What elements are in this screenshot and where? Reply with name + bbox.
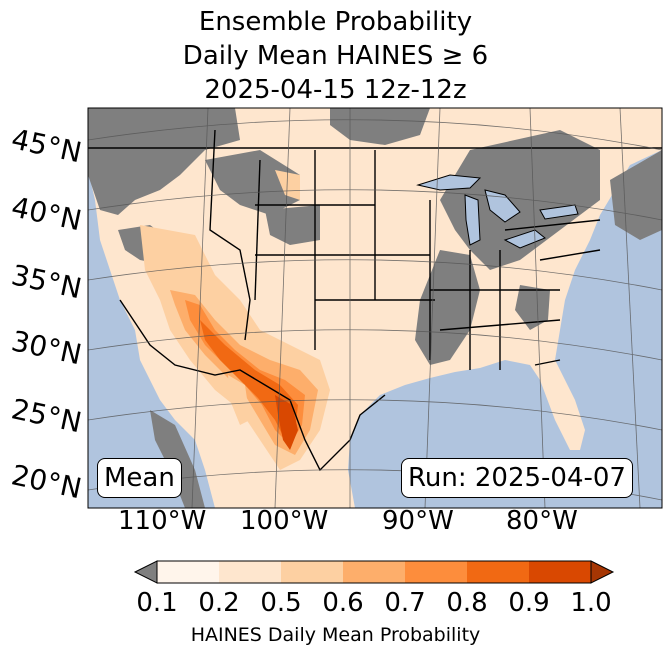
colorbar-bin-5 (405, 561, 467, 583)
colorbar-bin-7 (529, 561, 591, 583)
colorbar-bin-6 (467, 561, 529, 583)
colorbar-bin-1 (157, 561, 219, 583)
colorbar-bin-4 (343, 561, 405, 583)
stat-label-box: Mean (97, 458, 182, 498)
colorbar-over-arrow (590, 560, 615, 584)
lon-label-80w: 80°W (506, 506, 578, 536)
great-lakes (416, 174, 579, 249)
lon-label-90w: 90°W (382, 506, 454, 536)
colorbar-under-arrow (133, 560, 158, 584)
colorbar-tick-0.9: 0.9 (508, 588, 550, 618)
colorbar-bin-2 (219, 561, 281, 583)
colorbar-label: HAINES Daily Mean Probability (190, 624, 481, 646)
colorbar-tick-0.1: 0.1 (136, 588, 178, 618)
title-line-2: Daily Mean HAINES ≥ 6 (182, 41, 489, 71)
colorbar-tick-0.5: 0.5 (260, 588, 302, 618)
borders (88, 129, 662, 472)
colorbar-tick-0.7: 0.7 (384, 588, 426, 618)
colorbar-tick-0.2: 0.2 (198, 588, 240, 618)
graticule (88, 108, 662, 508)
title-line-1: Ensemble Probability (198, 7, 473, 37)
colorbar-tick-0.8: 0.8 (446, 588, 488, 618)
lon-label-110w: 110°W (118, 506, 207, 536)
colorbar-tick-1.0: 1.0 (570, 588, 612, 618)
colorbar-bin-3 (281, 561, 343, 583)
lon-label-100w: 100°W (240, 506, 329, 536)
title-line-3: 2025-04-15 12z-12z (204, 75, 467, 105)
run-label-box: Run: 2025-04-07 (401, 458, 633, 498)
colorbar-tick-0.6: 0.6 (322, 588, 364, 618)
